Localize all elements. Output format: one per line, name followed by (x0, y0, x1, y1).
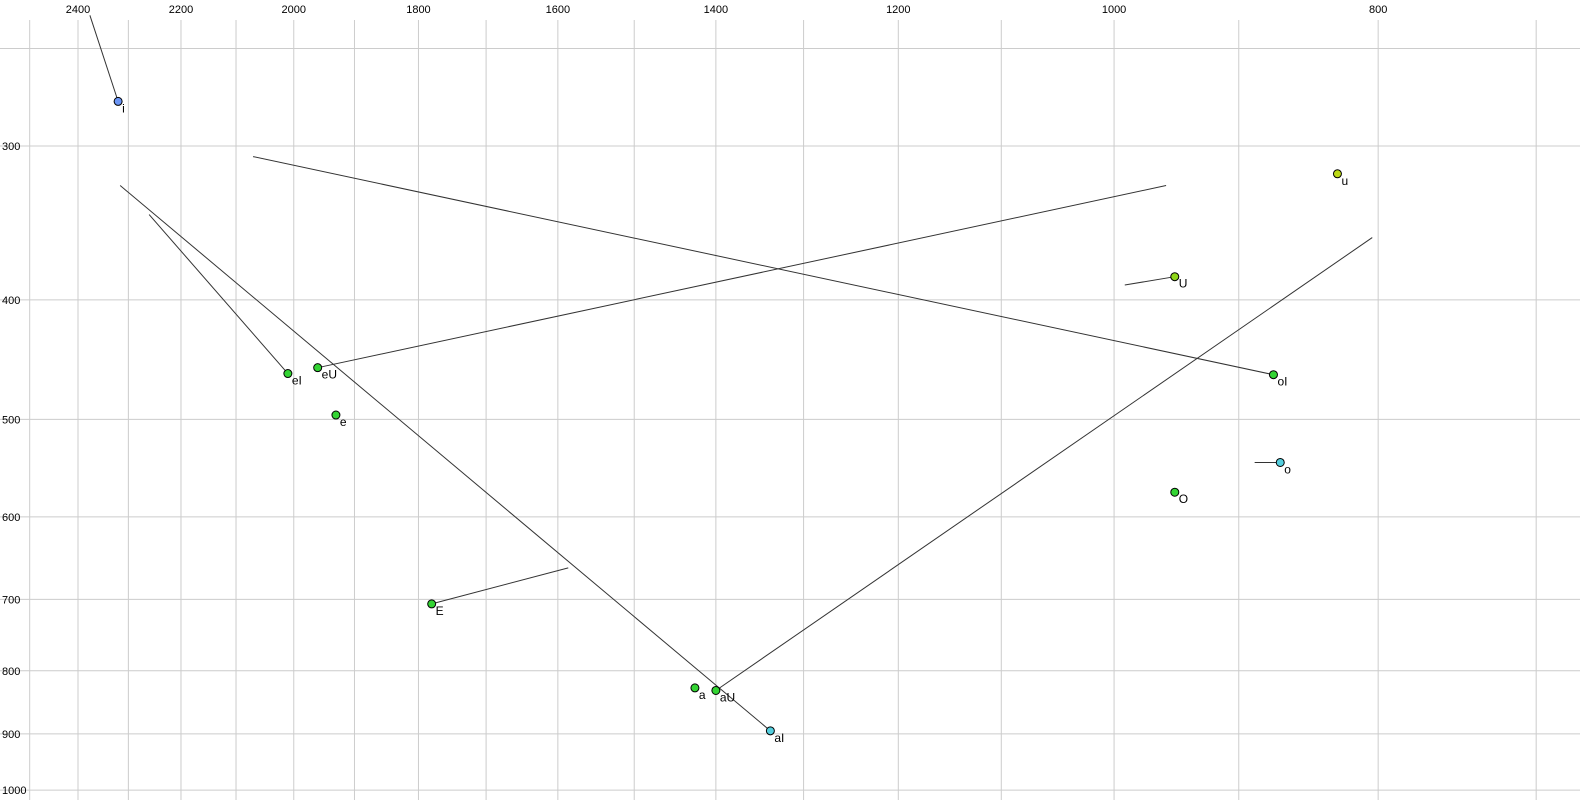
x-tick-label-1800: 1800 (406, 4, 430, 16)
grid-layer (0, 20, 1580, 800)
vowel-dot-aI[interactable] (765, 726, 775, 736)
vowel-point-o[interactable]: o (1275, 457, 1291, 476)
vowel-label-aU: aU (720, 690, 735, 704)
x-tick-label-1400: 1400 (704, 4, 728, 16)
y-tick-label-400: 400 (2, 295, 20, 307)
x-tick-label-800: 800 (1369, 4, 1387, 16)
vowel-point-E[interactable]: E (427, 599, 444, 618)
vowel-label-i: i (122, 101, 125, 115)
vowel-dot-e[interactable] (331, 410, 341, 420)
vowel-label-eI: eI (292, 374, 302, 388)
vowel-dot-eU[interactable] (313, 363, 323, 373)
vowel-dot-oI[interactable] (1268, 370, 1278, 380)
vowel-label-eU: eU (322, 368, 337, 382)
vowel-point-aI[interactable]: aI (765, 726, 784, 745)
vowel-trajectory-i (89, 15, 119, 102)
x-tick-label-2200: 2200 (169, 4, 193, 16)
y-tick-label-300: 300 (2, 141, 20, 153)
vowel-label-a: a (699, 688, 706, 702)
vowel-dot-i[interactable] (113, 96, 123, 106)
vowel-point-u[interactable]: u (1332, 169, 1348, 188)
vowel-dot-U[interactable] (1170, 272, 1180, 282)
vowel-trajectory-eI (148, 214, 289, 374)
tick-label-layer: 2400 2200 2000 1800 1600 1400 1200 1000 800 300 40… (2, 4, 1387, 797)
vowel-trajectory-aU (715, 237, 1373, 691)
x-tick-label-1600: 1600 (546, 4, 570, 16)
y-tick-label-900: 900 (2, 729, 20, 741)
vowel-label-U: U (1179, 277, 1188, 291)
vowel-label-o: o (1284, 462, 1291, 476)
vowel-point-eU[interactable]: eU (313, 363, 337, 382)
vowel-trajectory-aI (119, 185, 771, 732)
x-tick-label-2000: 2000 (282, 4, 306, 16)
vowel-dot-eI[interactable] (283, 369, 293, 379)
vowel-point-eI[interactable]: eI (283, 369, 302, 388)
vowel-trajectory-U (1124, 276, 1175, 286)
vowel-trajectory-E (431, 567, 569, 605)
vowel-point-O[interactable]: O (1170, 487, 1188, 506)
vowel-trajectory-oI (252, 156, 1274, 376)
vowel-trajectory-eU (317, 185, 1167, 369)
vowel-point-e[interactable]: e (331, 410, 347, 429)
vowel-label-E: E (436, 604, 444, 618)
y-tick-label-800: 800 (2, 666, 20, 678)
vowel-dot-E[interactable] (427, 599, 437, 609)
vowel-point-oI[interactable]: oI (1268, 370, 1287, 389)
vowel-point-i[interactable]: i (113, 96, 125, 115)
y-tick-label-500: 500 (2, 414, 20, 426)
vowel-label-e: e (340, 415, 347, 429)
point-layer: i u UeI eU e oI o O Ea aU aI (113, 96, 1348, 745)
vowel-label-u: u (1341, 174, 1348, 188)
vowel-dot-u[interactable] (1332, 169, 1342, 179)
x-tick-label-1200: 1200 (886, 4, 910, 16)
y-tick-label-600: 600 (2, 512, 20, 524)
vowel-dot-a[interactable] (690, 683, 700, 693)
vowel-point-a[interactable]: a (690, 683, 706, 702)
vowel-dot-aU[interactable] (711, 685, 721, 695)
vowel-point-U[interactable]: U (1170, 272, 1188, 291)
y-tick-label-1000: 1000 (2, 785, 26, 797)
x-tick-label-1000: 1000 (1102, 4, 1126, 16)
vowel-point-aU[interactable]: aU (711, 685, 735, 704)
vowel-label-aI: aI (774, 731, 784, 745)
x-tick-label-2400: 2400 (66, 4, 90, 16)
vowel-dot-o[interactable] (1275, 457, 1285, 467)
vowel-dot-O[interactable] (1170, 487, 1180, 497)
vowel-label-oI: oI (1277, 375, 1287, 389)
trajectory-layer (89, 15, 1373, 732)
vowel-label-O: O (1179, 492, 1188, 506)
y-tick-label-700: 700 (2, 594, 20, 606)
